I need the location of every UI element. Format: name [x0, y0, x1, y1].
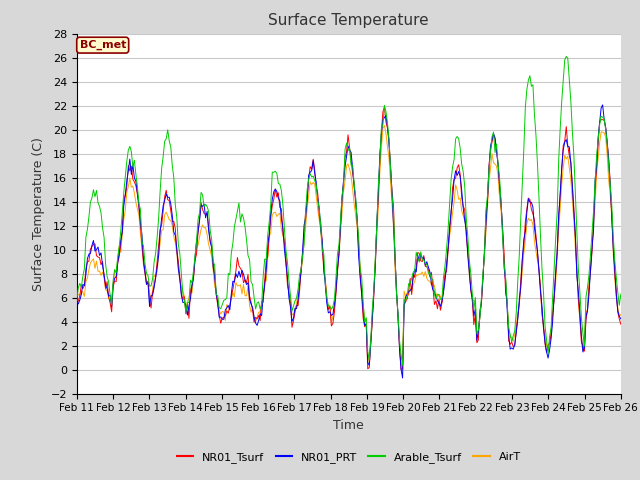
Legend: NR01_Tsurf, NR01_PRT, Arable_Tsurf, AirT: NR01_Tsurf, NR01_PRT, Arable_Tsurf, AirT — [172, 447, 525, 467]
Text: BC_met: BC_met — [79, 40, 126, 50]
Y-axis label: Surface Temperature (C): Surface Temperature (C) — [32, 137, 45, 290]
X-axis label: Time: Time — [333, 419, 364, 432]
Title: Surface Temperature: Surface Temperature — [269, 13, 429, 28]
